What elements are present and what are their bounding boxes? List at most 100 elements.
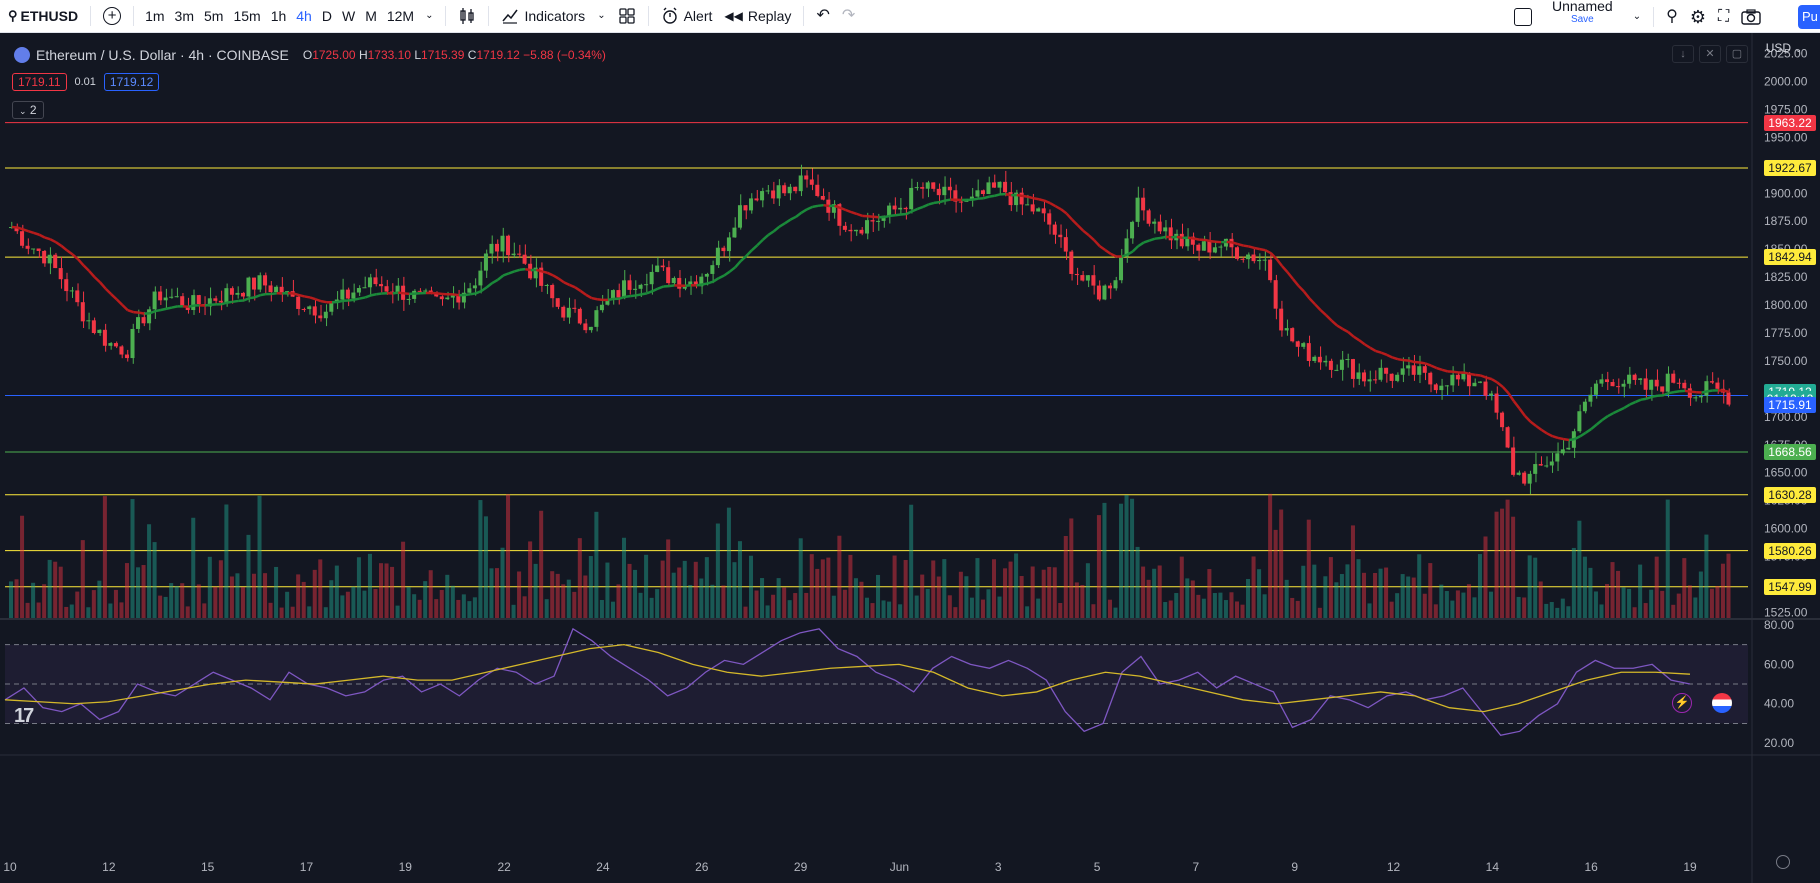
trend-line-segment — [933, 200, 940, 205]
candle-body — [1339, 359, 1344, 370]
trend-line-segment — [1353, 335, 1360, 342]
interval-dropdown[interactable]: ⌄ — [419, 0, 439, 33]
interval-4h[interactable]: 4h — [296, 8, 312, 24]
candle-body — [1052, 224, 1057, 235]
chart-canvas[interactable]: 2025.002000.001975.001950.001925.001900.… — [0, 33, 1820, 883]
volume-bar — [417, 599, 422, 618]
settings-button[interactable]: ⚙ — [1684, 0, 1712, 33]
trend-line-segment — [127, 309, 134, 314]
interval-w[interactable]: W — [341, 8, 356, 24]
alert-button[interactable]: Alert — [655, 0, 719, 33]
symbol-search[interactable]: ⚲ ETHUSD — [0, 0, 84, 33]
buy-button[interactable]: 1719.12 — [103, 73, 160, 91]
undo-button[interactable]: ↶ — [810, 0, 835, 33]
trend-line-segment — [1496, 381, 1504, 388]
volume-bar — [1373, 572, 1378, 618]
symbol-title[interactable]: Ethereum / U.S. Dollar · 4h · COINBASE — [36, 47, 289, 63]
volume-bar — [152, 542, 157, 618]
interval-1h[interactable]: 1h — [270, 8, 287, 24]
sell-button[interactable]: 1719.11 — [12, 73, 67, 91]
tradingview-logo-icon[interactable]: 17 — [14, 705, 34, 727]
candle-body — [1676, 382, 1681, 384]
volume-bar — [616, 584, 621, 618]
interval-15m[interactable]: 15m — [233, 8, 261, 24]
rsi-line — [4, 627, 1691, 736]
candle-body — [147, 309, 152, 324]
candle-body — [1069, 251, 1074, 274]
candle-body — [1533, 464, 1538, 474]
trend-line-segment — [359, 296, 366, 300]
trend-line-segment — [99, 281, 107, 290]
trend-line-segment — [320, 299, 327, 304]
volume-bar — [517, 571, 522, 618]
layouts-button[interactable] — [612, 0, 642, 33]
candle-body — [1505, 427, 1510, 448]
interval-1m[interactable]: 1m — [145, 8, 165, 24]
chart-type-button[interactable] — [452, 0, 482, 33]
candle-body — [439, 296, 444, 300]
indicators-dropdown[interactable]: ⌄ — [591, 0, 611, 33]
volume-bar — [555, 573, 560, 618]
compare-button[interactable]: + — [97, 0, 127, 33]
trend-line-segment — [917, 205, 924, 211]
flag-us-icon[interactable] — [1712, 693, 1732, 713]
trend-line-segment — [867, 215, 874, 219]
candle-body — [682, 286, 687, 289]
volume-bar — [489, 568, 494, 618]
candle-body — [1433, 384, 1438, 391]
quick-search-button[interactable]: ⚲ — [1660, 0, 1684, 33]
indicators-collapse-button[interactable]: ⌄ 2 — [12, 101, 44, 119]
snapshot-button[interactable] — [1735, 0, 1767, 33]
redo-button[interactable]: ↷ — [836, 0, 861, 33]
collapse-pane-icon[interactable]: ✕ — [1699, 45, 1721, 63]
layout-name-button[interactable]: Unnamed Save — [1546, 0, 1619, 33]
time-axis-settings-icon[interactable] — [1776, 855, 1790, 869]
trend-line-segment — [939, 199, 946, 204]
volume-bar — [1610, 562, 1615, 618]
maximize-pane-icon[interactable]: ▢ — [1726, 45, 1748, 63]
lightning-icon[interactable]: ⚡ — [1672, 693, 1692, 713]
volume-bar — [1323, 576, 1328, 618]
trend-line-segment — [1579, 431, 1587, 438]
layout-checkbox[interactable] — [1508, 0, 1538, 33]
volume-bar — [36, 602, 41, 618]
interval-m[interactable]: M — [365, 8, 377, 24]
publish-button[interactable]: Pu — [1798, 5, 1820, 29]
collapse-count: 2 — [29, 103, 37, 117]
candle-body — [301, 308, 306, 310]
fullscreen-button[interactable]: ⛶ — [1712, 0, 1735, 33]
candle-body — [1361, 372, 1367, 382]
indicators-button[interactable]: Indicators — [495, 0, 591, 33]
candle-body — [472, 285, 477, 289]
interval-12m[interactable]: 12M — [386, 8, 415, 24]
volume-bar — [1218, 592, 1223, 618]
candle-body — [936, 188, 941, 196]
volume-bar — [1091, 604, 1096, 618]
interval-5m[interactable]: 5m — [204, 8, 224, 24]
move-down-icon[interactable]: ↓ — [1672, 45, 1694, 63]
volume-bar — [1350, 525, 1355, 618]
volume-bar — [693, 561, 698, 618]
candle-body — [732, 227, 737, 238]
plus-circle-icon: + — [103, 7, 122, 25]
trend-line-segment — [1110, 252, 1117, 258]
interval-3m[interactable]: 3m — [174, 8, 194, 24]
replay-button[interactable]: ◀◀ Replay — [718, 0, 797, 33]
volume-bar — [1124, 495, 1129, 618]
volume-bar — [1185, 578, 1190, 618]
volume-bar — [1538, 581, 1543, 618]
currency-selector[interactable]: USD ⌄ — [1766, 41, 1802, 55]
interval-d[interactable]: D — [321, 8, 332, 24]
candle-body — [1483, 381, 1488, 396]
volume-bar — [1339, 574, 1344, 618]
chart-area[interactable]: 2025.002000.001975.001950.001925.001900.… — [0, 33, 1820, 883]
layout-dropdown[interactable]: ⌄ — [1627, 0, 1647, 33]
trend-line-segment — [1082, 229, 1090, 237]
volume-bar — [318, 559, 323, 618]
trend-line-segment — [508, 270, 515, 275]
trend-line-segment — [895, 213, 902, 217]
volume-bar — [599, 599, 604, 618]
candle-body — [550, 284, 555, 299]
trend-line-segment — [574, 286, 582, 292]
trend-line-segment — [1419, 361, 1426, 365]
